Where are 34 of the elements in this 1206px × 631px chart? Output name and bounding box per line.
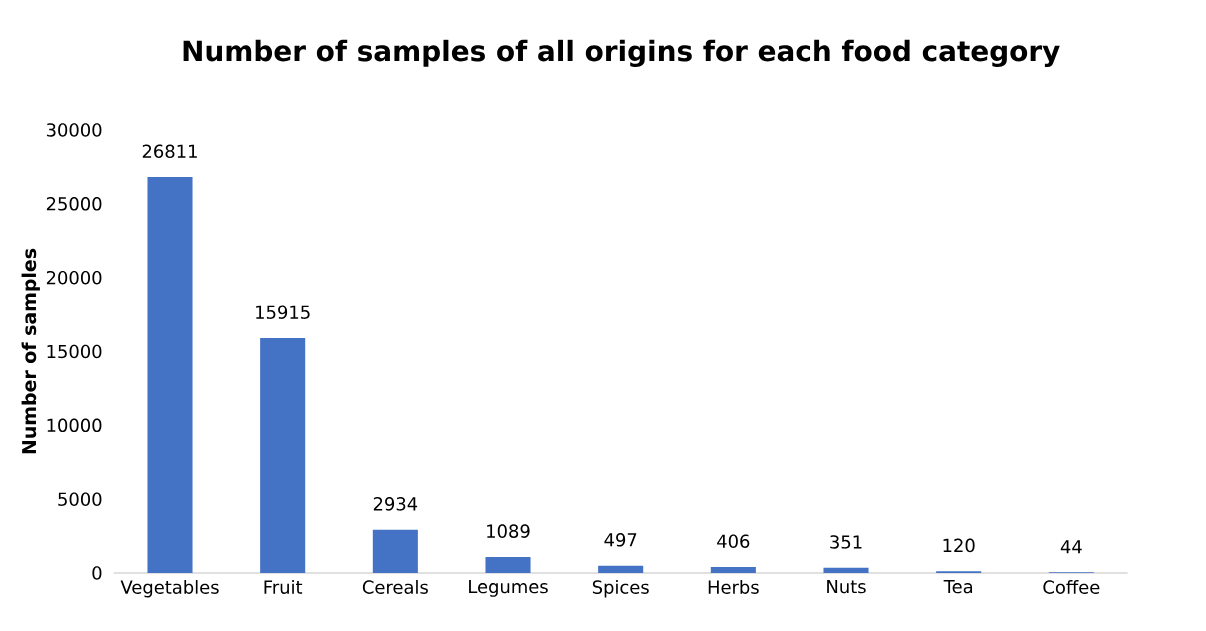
bar	[710, 567, 756, 573]
bar	[598, 565, 644, 573]
bar	[260, 337, 306, 573]
data-label: 497	[604, 533, 637, 547]
y-tick-label: 15000	[47, 344, 102, 359]
x-tick-label: Herbs	[708, 580, 759, 594]
x-tick-label: Tea	[943, 580, 973, 594]
bar	[823, 567, 869, 573]
y-tick-label: 10000	[47, 418, 102, 433]
x-tick-label: Coffee	[1043, 580, 1100, 594]
x-tick-label: Spices	[592, 580, 649, 598]
x-tick-label: Cereals	[362, 580, 428, 594]
bar	[147, 177, 193, 573]
bar	[372, 529, 418, 573]
y-axis-title: Number of samples	[21, 248, 40, 454]
x-tick-label: Fruit	[264, 580, 303, 594]
bar	[485, 556, 531, 573]
y-tick-label: 0	[92, 566, 102, 580]
data-label: 351	[830, 535, 862, 549]
x-tick-label: Vegetables	[120, 580, 219, 598]
data-label: 1089	[487, 524, 530, 538]
chart-title: Number of samples of all origins for each food category	[183, 39, 1060, 68]
data-label: 2934	[373, 497, 418, 511]
y-tick-label: 30000	[46, 123, 102, 137]
data-label: 26811	[142, 144, 197, 159]
x-tick-label: Nuts	[827, 580, 866, 594]
data-label: 406	[717, 534, 750, 548]
data-label: 44	[1060, 540, 1082, 554]
y-tick-label: 20000	[46, 270, 102, 285]
data-label: 120	[943, 538, 975, 553]
data-label: 15915	[256, 305, 310, 319]
x-tick-label: Legumes	[469, 580, 548, 597]
y-tick-label: 5000	[58, 492, 102, 506]
y-tick-label: 25000	[46, 197, 102, 211]
